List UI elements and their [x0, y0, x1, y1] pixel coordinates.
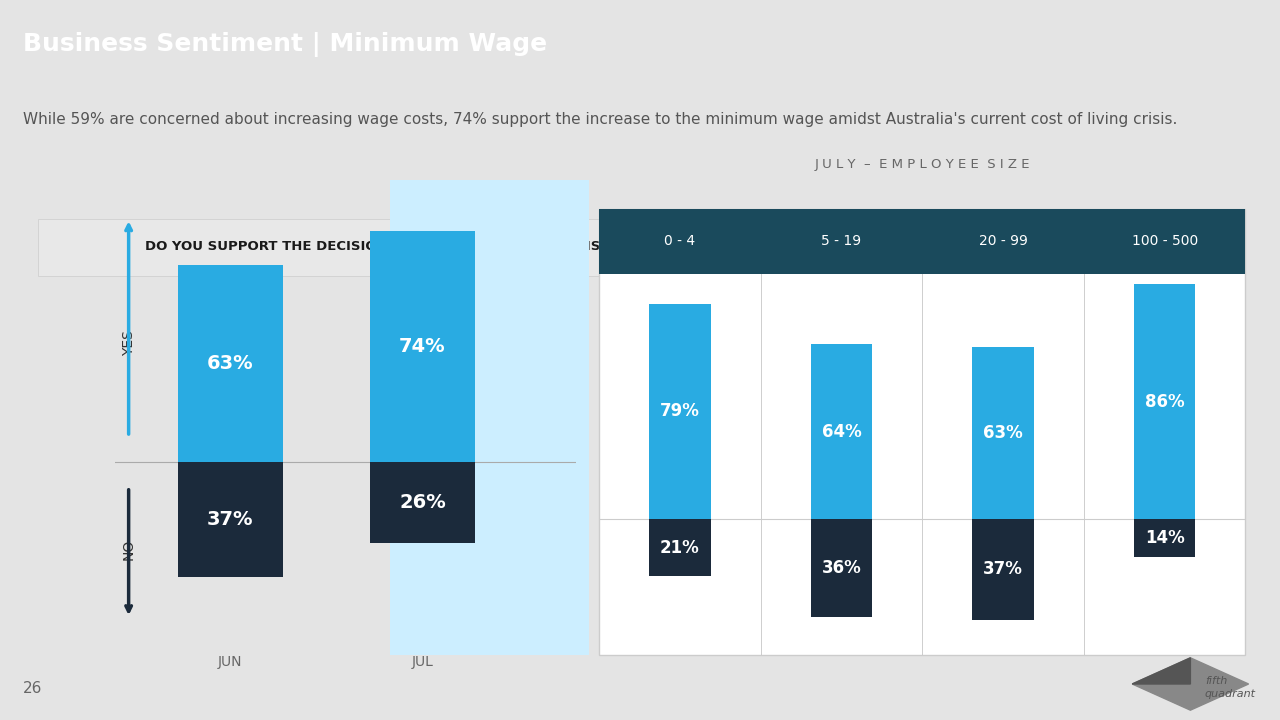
Text: 37%: 37%	[983, 560, 1023, 578]
FancyBboxPatch shape	[38, 220, 1088, 276]
Text: NO: NO	[122, 539, 136, 560]
Bar	[1134, 284, 1196, 519]
Polygon shape	[1133, 658, 1248, 710]
Text: 26%: 26%	[399, 493, 445, 512]
Bar	[973, 347, 1034, 519]
Text: 86%: 86%	[1144, 392, 1184, 410]
Text: While 59% are concerned about increasing wage costs, 74% support the increase to: While 59% are concerned about increasing…	[23, 112, 1178, 127]
Text: 64%: 64%	[822, 423, 861, 441]
Bar	[649, 519, 710, 576]
Text: 63%: 63%	[983, 424, 1023, 442]
Bar	[810, 519, 872, 617]
Bar	[178, 265, 283, 462]
FancyBboxPatch shape	[599, 209, 1245, 274]
Text: 36%: 36%	[822, 559, 861, 577]
FancyBboxPatch shape	[599, 209, 1245, 655]
Bar	[370, 462, 475, 543]
Text: YES: YES	[122, 330, 136, 356]
Text: 79%: 79%	[660, 402, 700, 420]
Text: 26: 26	[23, 680, 42, 696]
Bar	[649, 304, 710, 519]
Text: JUL: JUL	[411, 655, 434, 670]
Text: 74%: 74%	[399, 337, 445, 356]
Bar	[178, 462, 283, 577]
Text: 37%: 37%	[207, 510, 253, 529]
Bar	[810, 344, 872, 519]
Bar	[973, 519, 1034, 620]
Text: 20 - 99: 20 - 99	[979, 234, 1028, 248]
Text: DO YOU SUPPORT THE DECISION BY THE FAIR WORK COMMISSION TO INCREASE THE MINIMUM : DO YOU SUPPORT THE DECISION BY THE FAIR …	[146, 240, 980, 253]
Text: fifth: fifth	[1204, 676, 1228, 685]
Bar	[370, 231, 475, 462]
Text: 14%: 14%	[1144, 529, 1184, 547]
Text: 63%: 63%	[207, 354, 253, 373]
Text: 21%: 21%	[660, 539, 700, 557]
Text: quadrant: quadrant	[1204, 689, 1256, 699]
Polygon shape	[1133, 658, 1190, 684]
Text: 100 - 500: 100 - 500	[1132, 234, 1198, 248]
Text: Business Sentiment | Minimum Wage: Business Sentiment | Minimum Wage	[23, 32, 547, 57]
Text: J U L Y  –  E M P L O Y E E  S I Z E: J U L Y – E M P L O Y E E S I Z E	[814, 158, 1030, 171]
Text: 5 - 19: 5 - 19	[822, 234, 861, 248]
Text: 0 - 4: 0 - 4	[664, 234, 695, 248]
Bar	[1134, 519, 1196, 557]
Text: JUN: JUN	[218, 655, 243, 670]
